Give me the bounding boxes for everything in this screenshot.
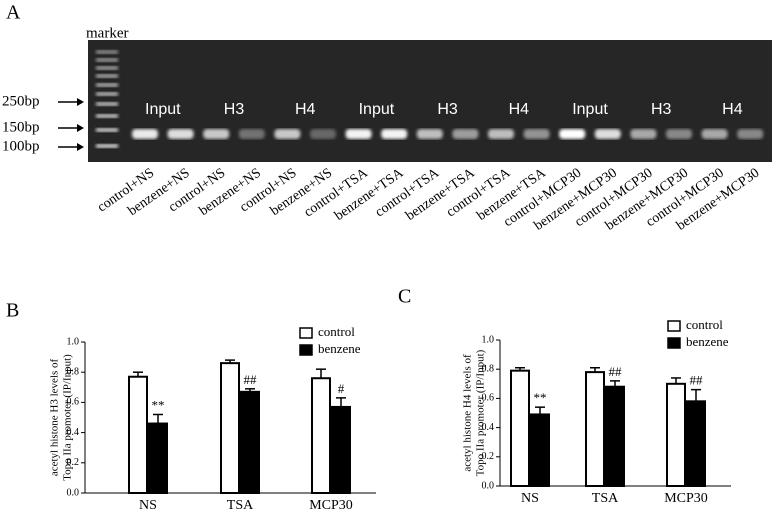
group-label: H4	[295, 101, 316, 118]
bar	[220, 362, 240, 495]
band	[132, 129, 158, 139]
marker-label: marker	[86, 25, 128, 41]
band	[345, 129, 372, 139]
bar	[605, 385, 625, 487]
marker-band	[96, 114, 118, 118]
x-tick-label: TSA	[227, 498, 254, 513]
band	[630, 129, 657, 139]
bar	[128, 375, 148, 495]
marker-band	[96, 66, 118, 70]
gel	[88, 40, 772, 162]
band	[488, 129, 514, 139]
arrow-head	[77, 98, 84, 106]
x-tick-label: TSA	[592, 491, 619, 506]
legend-swatch	[667, 320, 681, 332]
band	[274, 129, 301, 139]
group-label: Input	[145, 101, 181, 118]
annotation: ##	[690, 373, 704, 388]
marker-band	[96, 74, 118, 78]
marker-band	[96, 144, 118, 148]
arrow-head	[77, 143, 84, 151]
y-tick-label: 0.8	[482, 363, 495, 374]
bar	[311, 377, 331, 494]
y-tick-label: 0.2	[482, 451, 495, 462]
y-axis-label: Topo IIa promoter (IP/Input)	[62, 354, 74, 481]
legend-label: benzene	[318, 341, 361, 356]
band	[238, 129, 265, 139]
legend-swatch	[299, 344, 313, 356]
group-label: Input	[572, 101, 608, 118]
y-tick-label: 0.0	[482, 480, 495, 491]
bar	[148, 422, 168, 495]
size-label: 100bp	[2, 138, 40, 154]
y-tick-label: 0.4	[482, 422, 495, 433]
band	[559, 129, 586, 139]
marker-band	[96, 128, 118, 132]
y-tick-label: 0.6	[67, 397, 80, 408]
band	[737, 129, 764, 139]
annotation: #	[338, 381, 345, 396]
y-tick-label: 0.6	[482, 393, 495, 404]
panel-label: B	[6, 300, 19, 322]
y-tick-label: 0.8	[67, 366, 80, 377]
group-label: H4	[722, 101, 743, 118]
marker-band	[96, 102, 118, 106]
size-label: 150bp	[2, 119, 40, 135]
legend-label: control	[686, 317, 723, 332]
band	[167, 129, 194, 139]
panel-label: C	[398, 286, 411, 308]
band	[310, 129, 336, 139]
y-axis-label: acetyl histone H3 levels of	[49, 359, 61, 477]
bar	[585, 371, 605, 487]
band	[203, 129, 230, 139]
annotation: ##	[244, 372, 258, 387]
bar	[331, 405, 351, 494]
legend-swatch	[299, 327, 313, 339]
y-tick-label: 1.0	[67, 336, 80, 347]
arrow-head	[77, 124, 84, 132]
y-tick-label: 0.0	[67, 487, 80, 498]
group-label: Input	[359, 101, 395, 118]
y-axis-label: Topo IIa promoter (IP/Input)	[475, 349, 487, 476]
size-label: 250bp	[2, 93, 40, 109]
x-tick-label: NS	[139, 498, 157, 513]
x-tick-label: MCP30	[309, 498, 353, 513]
marker-band	[96, 58, 118, 62]
legend-label: benzene	[686, 334, 729, 349]
band	[594, 129, 621, 139]
bar	[666, 382, 686, 487]
legend-label: control	[318, 324, 355, 339]
x-tick-label: MCP30	[664, 491, 708, 506]
band	[523, 129, 550, 139]
y-tick-label: 0.4	[67, 427, 80, 438]
group-label: H3	[224, 101, 245, 118]
y-tick-label: 0.2	[67, 457, 80, 468]
bar	[686, 400, 706, 488]
band	[666, 129, 692, 139]
annotation: **	[534, 390, 547, 405]
y-axis-label: acetyl histone H4 levels of	[462, 354, 474, 472]
band	[452, 129, 479, 139]
marker-band	[96, 83, 118, 87]
bar	[510, 369, 530, 487]
band	[701, 129, 728, 139]
annotation: ##	[609, 364, 623, 379]
bar	[240, 390, 260, 494]
band	[381, 129, 408, 139]
group-label: H3	[437, 101, 458, 118]
annotation: **	[152, 397, 165, 412]
x-tick-label: NS	[521, 491, 539, 506]
marker-band	[96, 50, 118, 54]
group-label: H3	[651, 101, 672, 118]
bar	[530, 413, 550, 487]
legend-swatch	[667, 337, 681, 349]
group-label: H4	[509, 101, 530, 118]
y-tick-label: 1.0	[482, 334, 495, 345]
marker-band	[96, 92, 118, 96]
panel-label: A	[6, 2, 21, 24]
band	[416, 129, 443, 139]
